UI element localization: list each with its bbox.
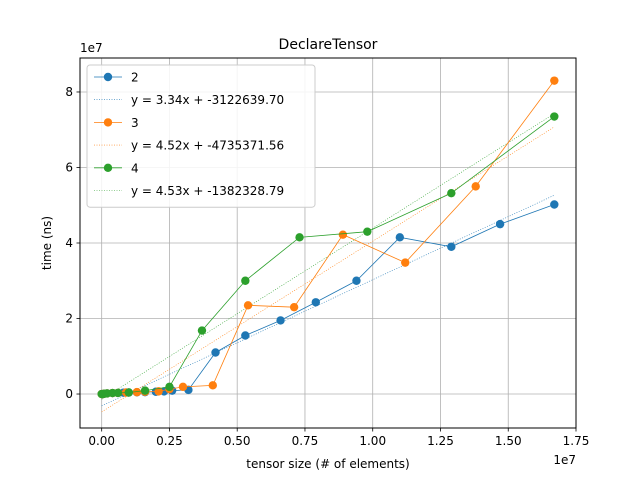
data-point-series-4 <box>124 388 133 397</box>
data-point-series-2 <box>395 233 405 242</box>
x-axis-label: tensor size (# of elements) <box>246 457 409 471</box>
data-point-series-2 <box>211 348 220 357</box>
data-point-series-3 <box>338 230 348 239</box>
data-point-series-2 <box>276 316 285 325</box>
data-point-series-2 <box>495 219 505 229</box>
data-point-series-4 <box>447 188 456 198</box>
x-tick-label: 0.25 <box>156 434 183 448</box>
x-tick-label: 0.75 <box>292 434 319 448</box>
y-tick-label: 0 <box>65 387 73 401</box>
data-point-series-2 <box>352 276 361 285</box>
y-tick-label: 2 <box>65 312 73 326</box>
data-point-series-3 <box>208 381 218 390</box>
chart-title: DeclareTensor <box>279 37 378 53</box>
data-point-series-4 <box>363 227 372 236</box>
y-tick-label: 4 <box>65 236 73 250</box>
y-axis-label: time (ns) <box>40 216 54 270</box>
data-point-series-3 <box>550 76 559 85</box>
y-tick-label: 6 <box>65 160 73 174</box>
data-point-series-4 <box>295 233 304 242</box>
x-offset-label: 1e7 <box>553 453 576 467</box>
data-point-series-3 <box>289 302 299 312</box>
x-tick-label: 0.50 <box>224 434 251 448</box>
data-point-series-2 <box>550 200 559 209</box>
x-tick-label: 1.75 <box>563 434 590 448</box>
legend-label-3: 3 <box>131 116 139 130</box>
data-point-series-3 <box>471 182 480 191</box>
data-point-series-2 <box>311 298 321 307</box>
legend-box <box>86 64 316 208</box>
legend-marker-3 <box>103 118 113 127</box>
data-point-series-4 <box>550 112 559 121</box>
data-point-series-4 <box>140 386 150 395</box>
y-offset-label: 1e7 <box>80 41 103 55</box>
fit-line-series-3 <box>101 126 555 413</box>
data-point-series-4 <box>197 326 207 335</box>
data-point-series-2 <box>447 242 456 251</box>
fit-line-series-2 <box>101 194 555 407</box>
legend-marker-4 <box>103 163 113 172</box>
data-point-series-4 <box>165 382 174 392</box>
data-point-series-3 <box>401 258 410 267</box>
legend: 2 y = 3.34x + -3122639.70 3 y = 4.52x + -47… <box>86 64 316 208</box>
legend-label-4: 4 <box>131 161 139 175</box>
series-lines <box>97 76 559 399</box>
data-point-series-4 <box>241 276 250 285</box>
legend-label-2: 2 <box>131 71 139 85</box>
axis-ticks: 0.00 0.25 0.50 0.75 1.00 1.25 1.50 1.75 0 2 4 6 8 <box>65 85 589 448</box>
data-point-series-4 <box>113 388 123 398</box>
y-tick-label: 8 <box>65 85 73 99</box>
data-point-series-3 <box>154 387 163 396</box>
x-tick-label: 0.00 <box>88 434 115 448</box>
legend-fit-label-2: y = 3.34x + -3122639.70 <box>131 93 284 107</box>
x-tick-label: 1.00 <box>359 434 386 448</box>
legend-marker-2 <box>103 72 113 82</box>
data-point-series-3 <box>132 387 142 397</box>
data-point-series-3 <box>243 301 253 310</box>
data-point-series-2 <box>241 331 250 340</box>
x-tick-label: 1.25 <box>427 434 454 448</box>
legend-fit-label-4: y = 4.53x + -1382328.79 <box>131 184 284 198</box>
x-tick-label: 1.50 <box>495 434 522 448</box>
data-point-series-3 <box>178 382 188 392</box>
legend-fit-label-3: y = 4.52x + -4735371.56 <box>131 139 284 153</box>
